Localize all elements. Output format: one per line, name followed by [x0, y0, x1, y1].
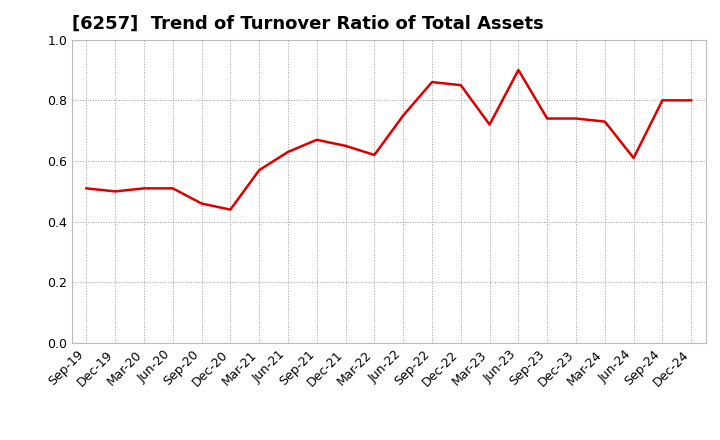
Text: [6257]  Trend of Turnover Ratio of Total Assets: [6257] Trend of Turnover Ratio of Total …	[72, 15, 544, 33]
